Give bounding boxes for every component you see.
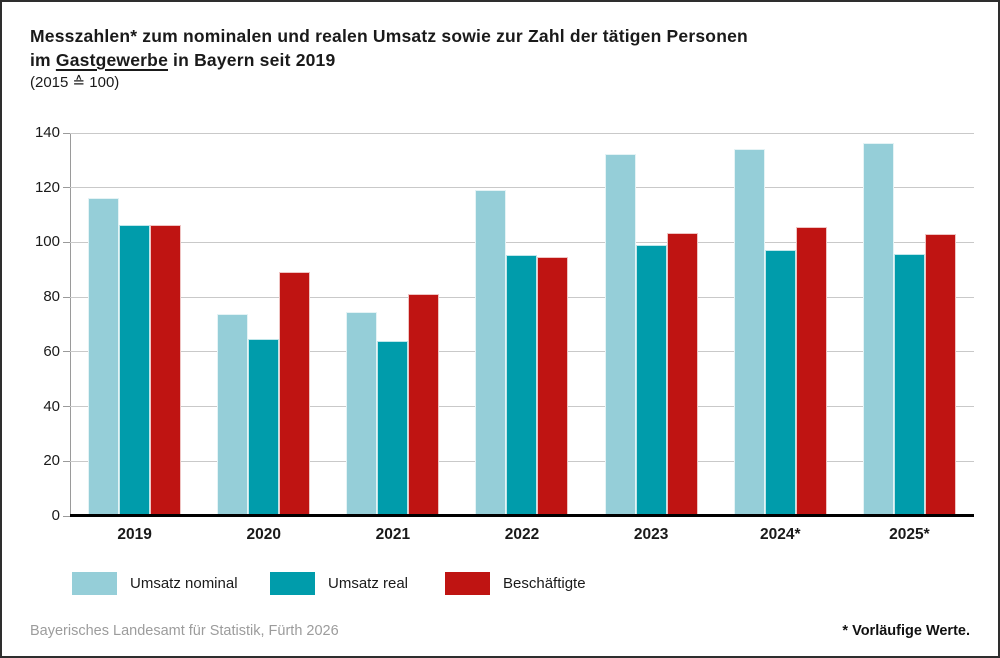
legend-swatch-umsatz-real xyxy=(270,572,315,595)
x-axis-label: 2020 xyxy=(246,526,281,543)
legend-swatch-beschaeftigte xyxy=(445,572,490,595)
bars-container xyxy=(70,133,974,516)
y-axis-labels: 0 20 40 60 80 100 120 140 xyxy=(2,124,60,524)
x-axis-labels: 2019 2020 2021 2022 2023 2024* 2025* xyxy=(70,526,974,544)
bar-group-2022 xyxy=(457,133,586,516)
gridline xyxy=(70,132,974,134)
title-line-2-post: in Bayern seit 2019 xyxy=(168,50,336,70)
bar-group-2021 xyxy=(328,133,457,516)
bar-beschaeftigte xyxy=(150,224,182,516)
x-axis-label: 2019 xyxy=(117,526,152,543)
bar-umsatz-real xyxy=(506,255,538,516)
y-axis-tick xyxy=(63,406,70,408)
bar-umsatz-nominal xyxy=(862,142,894,516)
bar-beschaeftigte xyxy=(795,226,827,516)
y-axis-tick-label: 120 xyxy=(34,178,60,196)
y-axis-tick-label: 0 xyxy=(51,507,60,524)
bar-umsatz-real xyxy=(119,224,151,516)
y-axis-tick xyxy=(63,241,70,243)
bar-group-2024 xyxy=(716,133,845,516)
legend-swatch-umsatz-nominal xyxy=(72,572,117,595)
bar-umsatz-nominal xyxy=(217,314,249,516)
title-line-2-pre: im xyxy=(30,50,56,70)
gridline xyxy=(70,187,974,189)
bar-umsatz-nominal xyxy=(88,197,120,516)
title-line-2: im Gastgewerbe in Bayern seit 2019 xyxy=(30,48,748,72)
page-title: Messzahlen* zum nominalen und realen Ums… xyxy=(30,24,748,94)
y-axis-tick xyxy=(63,515,70,517)
bar-chart-plot-area xyxy=(63,132,974,517)
title-line-2-underlined: Gastgewerbe xyxy=(55,50,168,70)
bar-group-2019 xyxy=(70,133,199,516)
y-axis-tick-label: 40 xyxy=(43,397,60,415)
y-axis-tick xyxy=(63,460,70,462)
y-axis-tick xyxy=(63,187,70,189)
x-axis-label: 2021 xyxy=(375,526,411,543)
y-axis-tick-label: 80 xyxy=(43,288,60,306)
x-axis-label: 2023 xyxy=(633,526,669,543)
preliminary-values-note: * Vorläufige Werte. xyxy=(842,623,970,639)
bar-umsatz-real xyxy=(764,249,796,516)
title-base-year: (2015 ≙ 100) xyxy=(30,74,120,91)
y-axis-tick-label: 20 xyxy=(43,452,60,470)
bar-umsatz-real xyxy=(893,253,925,516)
bar-umsatz-real xyxy=(248,338,280,516)
bar-beschaeftigte xyxy=(666,233,698,516)
chart-legend: Umsatz nominal Umsatz real Beschäftigte xyxy=(2,572,998,596)
y-axis-tick-label: 100 xyxy=(34,233,60,251)
y-axis-line xyxy=(70,133,71,516)
legend-label: Beschäftigte xyxy=(503,575,586,592)
gridline xyxy=(70,241,974,243)
legend-label: Umsatz real xyxy=(328,575,409,592)
bar-umsatz-real xyxy=(377,340,409,516)
source-text: Bayerisches Landesamt für Statistik, Für… xyxy=(30,623,339,639)
bar-umsatz-nominal xyxy=(346,312,378,516)
legend-label: Umsatz nominal xyxy=(130,575,238,592)
x-axis-label: 2025* xyxy=(889,526,930,543)
bar-beschaeftigte xyxy=(408,293,440,516)
bar-beschaeftigte xyxy=(924,234,956,516)
y-axis-tick xyxy=(63,296,70,298)
bar-umsatz-nominal xyxy=(475,189,507,516)
y-axis-tick xyxy=(63,132,70,134)
y-axis-tick-label: 60 xyxy=(43,342,60,360)
x-axis-line xyxy=(70,514,974,517)
x-axis-label: 2022 xyxy=(504,526,540,543)
bar-beschaeftigte xyxy=(537,257,569,516)
bar-umsatz-nominal xyxy=(604,153,636,516)
legend-item-umsatz-real: Umsatz real xyxy=(270,572,408,595)
y-axis-tick-label: 140 xyxy=(34,124,60,141)
bar-group-2020 xyxy=(199,133,328,516)
bar-group-2025 xyxy=(845,133,974,516)
y-axis-tick xyxy=(63,351,70,353)
bar-group-2023 xyxy=(587,133,716,516)
bar-beschaeftigte xyxy=(279,272,311,516)
bar-umsatz-nominal xyxy=(733,149,765,516)
legend-item-umsatz-nominal: Umsatz nominal xyxy=(72,572,238,595)
bar-umsatz-real xyxy=(635,245,667,516)
title-line-1: Messzahlen* zum nominalen und realen Ums… xyxy=(30,26,748,46)
x-axis-label: 2024* xyxy=(760,526,801,543)
legend-item-beschaeftigte: Beschäftigte xyxy=(445,572,586,595)
